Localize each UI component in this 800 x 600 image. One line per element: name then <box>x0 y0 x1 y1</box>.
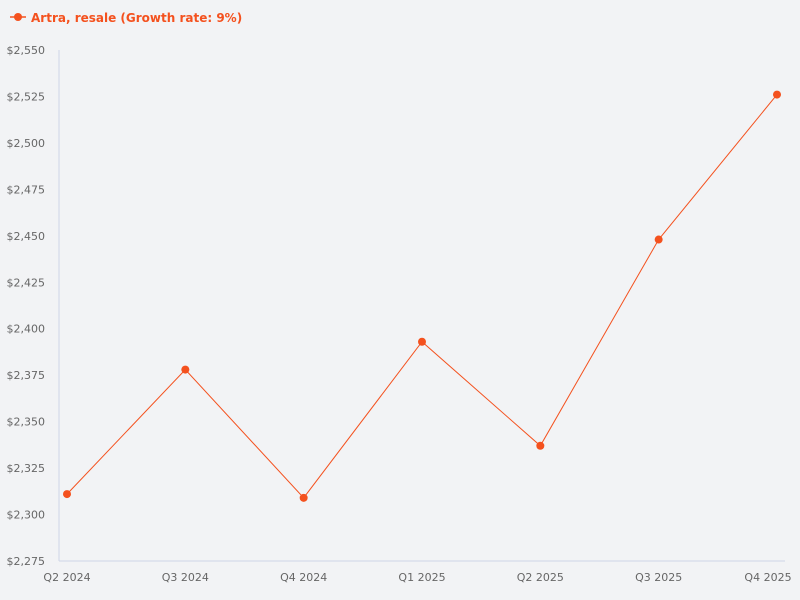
x-axis: Q2 2024 Q3 2024 Q4 2024 Q1 2025 Q2 2025 Q3 20… <box>43 560 792 584</box>
x-tick-label: Q4 2025 <box>744 571 791 584</box>
y-tick-label: $2,275 <box>7 555 46 568</box>
data-point[interactable] <box>654 235 663 244</box>
y-tick-label: $2,325 <box>7 462 46 475</box>
x-tick-label: Q3 2024 <box>162 571 209 584</box>
x-tick-label: Q1 2025 <box>398 571 445 584</box>
y-tick-label: $2,525 <box>7 90 46 103</box>
x-tick-label: Q2 2024 <box>43 571 90 584</box>
x-tick-label: Q3 2025 <box>635 571 682 584</box>
x-tick-label: Q4 2024 <box>280 571 327 584</box>
y-tick-label: $2,375 <box>7 369 46 382</box>
data-point[interactable] <box>63 490 71 499</box>
y-tick-label: $2,450 <box>7 230 46 243</box>
legend[interactable]: Artra, resale (Growth rate: 9%) <box>10 11 242 25</box>
data-point[interactable] <box>181 365 190 374</box>
data-point[interactable] <box>773 90 781 99</box>
y-tick-label: $2,475 <box>7 183 46 196</box>
series-layer <box>63 90 781 502</box>
y-tick-label: $2,400 <box>7 323 46 336</box>
x-tick-label: Q2 2025 <box>517 571 564 584</box>
y-tick-label: $2,350 <box>7 416 46 429</box>
data-point[interactable] <box>418 337 426 346</box>
legend-point-marker <box>14 13 22 21</box>
data-point[interactable] <box>536 441 545 450</box>
y-tick-label: $2,550 <box>7 44 46 57</box>
data-point[interactable] <box>299 493 308 502</box>
y-axis: $2,275 $2,300 $2,325 $2,350 $2,375 $2,400 $2,4… <box>7 44 60 568</box>
y-tick-label: $2,425 <box>7 276 46 289</box>
y-tick-label: $2,300 <box>7 509 46 522</box>
series-line <box>66 94 778 499</box>
y-tick-label: $2,500 <box>7 137 46 150</box>
legend-label: Artra, resale (Growth rate: 9%) <box>31 11 242 25</box>
